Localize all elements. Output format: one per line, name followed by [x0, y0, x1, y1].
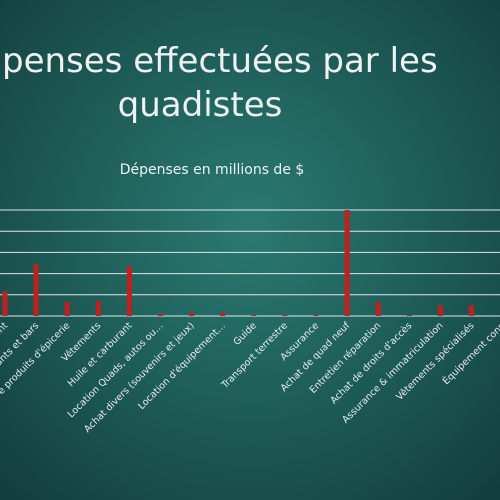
bar: [189, 312, 195, 316]
bar: [344, 210, 350, 316]
bar: [469, 305, 474, 316]
bar: [126, 266, 132, 316]
bar: [406, 315, 412, 316]
bar: [282, 314, 288, 316]
bar: [33, 264, 39, 316]
bar: [437, 305, 443, 316]
bar: [64, 302, 70, 316]
bar: [251, 314, 257, 316]
chart-subtitle: Dépenses en millions de $: [120, 162, 305, 178]
bar: [375, 302, 381, 316]
slide-title: quadistes: [118, 85, 283, 125]
slide-title: penses effectuées par les: [2, 41, 438, 81]
bar: [313, 314, 319, 316]
bar: [220, 312, 226, 316]
bar: [95, 301, 101, 316]
bar: [158, 313, 163, 316]
bar: [2, 291, 8, 316]
x-tick-label: ent: [0, 320, 10, 339]
